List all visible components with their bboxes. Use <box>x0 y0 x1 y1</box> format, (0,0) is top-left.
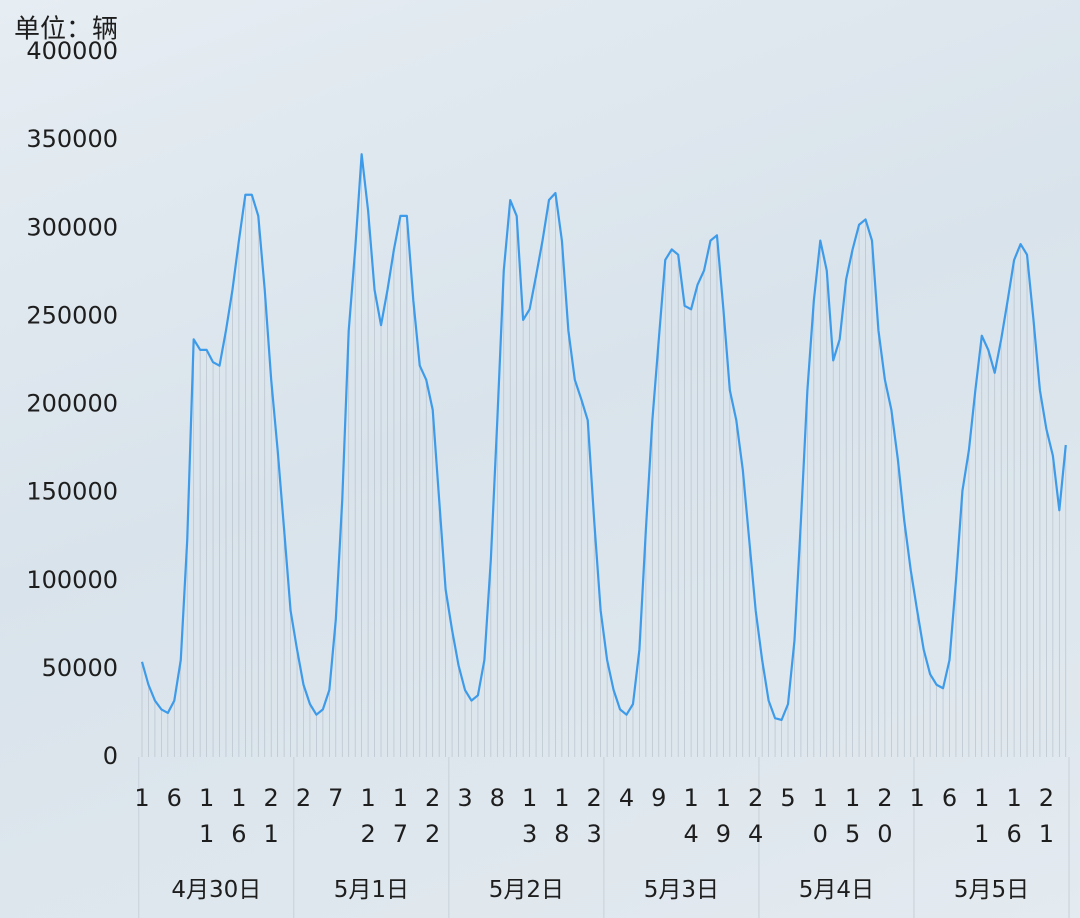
x-tick-label: 21 <box>1038 784 1055 848</box>
y-tick-label: 250000 <box>26 301 118 329</box>
x-tick-label: 23 <box>586 784 602 848</box>
y-tick-label: 150000 <box>26 478 118 506</box>
y-tick-label: 300000 <box>26 213 118 241</box>
x-tick-label: 18 <box>554 784 570 848</box>
y-tick-label: 350000 <box>26 125 118 153</box>
x-tick-label: 16 <box>1006 784 1022 848</box>
x-tick-label: 3 <box>457 784 473 812</box>
group-label: 5月4日 <box>798 877 875 903</box>
y-tick-label: 200000 <box>26 390 118 418</box>
y-tick-label: 0 <box>103 742 118 770</box>
group-label: 5月5日 <box>953 877 1030 903</box>
x-tick-label: 13 <box>521 784 538 848</box>
x-tick-label: 22 <box>425 784 441 848</box>
x-tick-label: 24 <box>748 784 764 848</box>
x-tick-label: 16 <box>231 784 247 848</box>
x-tick-label: 11 <box>974 784 990 848</box>
x-tick-label: 2 <box>295 784 312 812</box>
x-tick-label: 17 <box>392 784 409 848</box>
x-tick-label: 1 <box>134 784 150 812</box>
x-tick-label: 10 <box>812 784 828 848</box>
group-label: 5月2日 <box>488 877 564 903</box>
x-tick-label: 14 <box>683 784 699 848</box>
x-tick-label: 4 <box>618 784 635 812</box>
x-tick-label: 1 <box>909 784 925 812</box>
x-tick-label: 19 <box>715 784 732 848</box>
y-tick-label: 100000 <box>26 566 118 594</box>
x-tick-label: 15 <box>844 784 861 848</box>
x-tick-label: 21 <box>263 784 279 848</box>
data-line <box>140 153 1067 722</box>
x-tick-label: 5 <box>780 784 796 812</box>
x-tick-label: 9 <box>651 784 667 812</box>
unit-label: 单位：辆 <box>14 15 118 45</box>
x-tick-label: 6 <box>941 784 958 812</box>
group-label: 5月3日 <box>643 877 720 903</box>
group-label: 5月1日 <box>333 877 409 903</box>
x-tick-label: 6 <box>166 784 182 812</box>
group-label: 4月30日 <box>171 877 262 903</box>
x-tick-label: 8 <box>489 784 505 812</box>
y-tick-label: 50000 <box>42 654 118 682</box>
x-tick-label: 7 <box>328 784 344 812</box>
y-tick-label: 400000 <box>26 37 118 65</box>
x-tick-label: 12 <box>360 784 376 848</box>
x-tick-label: 20 <box>877 784 893 848</box>
x-tick-label: 11 <box>198 784 215 848</box>
